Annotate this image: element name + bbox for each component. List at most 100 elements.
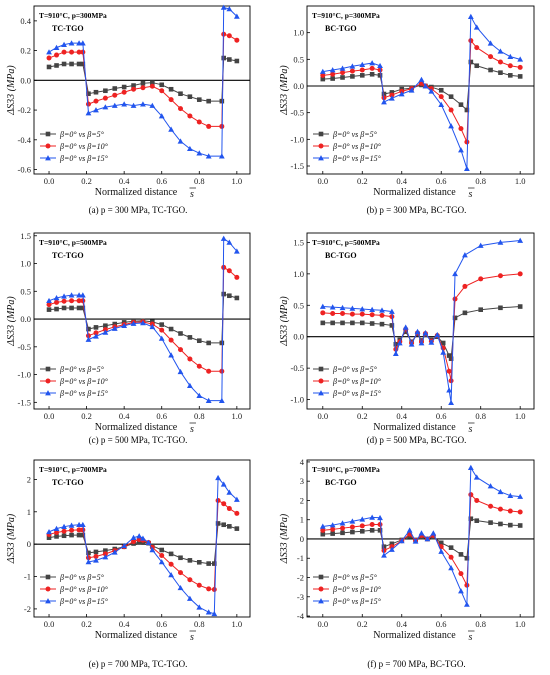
data-point bbox=[53, 525, 60, 531]
x-tick-label: 0.8 bbox=[194, 411, 205, 421]
y-tick-label: -1 bbox=[297, 553, 304, 563]
legend-marker bbox=[45, 586, 51, 592]
x-tick-label: 0.8 bbox=[475, 176, 486, 186]
data-point bbox=[102, 104, 109, 110]
y-tick-label: 2 bbox=[300, 495, 304, 505]
data-point bbox=[448, 107, 454, 113]
x-axis-label: Normalized distance bbox=[95, 630, 178, 641]
data-point bbox=[85, 559, 92, 565]
data-point bbox=[54, 52, 60, 58]
x-axis-label: Normalized distance bbox=[95, 187, 178, 198]
data-point bbox=[438, 548, 445, 554]
data-series bbox=[46, 31, 240, 129]
legend-entry: β=0° vs β=10° bbox=[40, 377, 109, 386]
panel-interface: TC-TGO bbox=[52, 24, 84, 33]
x-tick-label: 0.6 bbox=[156, 176, 167, 186]
x-variable: s bbox=[190, 424, 194, 435]
data-point bbox=[350, 74, 355, 79]
panel-caption: (b) p = 300 MPa, BC-TGO. bbox=[367, 205, 467, 215]
y-tick-label: 0.0 bbox=[293, 81, 304, 91]
data-point bbox=[319, 303, 326, 309]
legend-label: β=0° vs β=5° bbox=[59, 365, 105, 374]
data-point bbox=[462, 310, 468, 316]
x-tick-label: 0.6 bbox=[436, 176, 447, 186]
data-point bbox=[187, 558, 193, 563]
legend-label: β=0° vs β=15° bbox=[59, 597, 109, 606]
data-point bbox=[430, 530, 437, 536]
data-point bbox=[478, 307, 484, 312]
data-point bbox=[393, 341, 399, 347]
data-point bbox=[168, 561, 174, 567]
data-point bbox=[102, 329, 109, 335]
data-point bbox=[448, 378, 454, 384]
data-point bbox=[68, 40, 75, 46]
data-series bbox=[319, 464, 524, 607]
data-point bbox=[452, 270, 458, 277]
legend-marker bbox=[318, 586, 324, 592]
legend-label: β=0° vs β=15° bbox=[59, 389, 109, 398]
legend-entry: β=0° vs β=5° bbox=[40, 130, 105, 139]
data-point bbox=[377, 514, 383, 521]
data-point bbox=[111, 102, 118, 108]
panel-caption: (c) p = 500 MPa, TC-TGO. bbox=[89, 435, 188, 445]
y-tick-label: 1.0 bbox=[20, 259, 31, 269]
x-tick-label: 1.0 bbox=[232, 176, 243, 186]
data-point bbox=[196, 604, 203, 610]
plot-frame bbox=[33, 459, 251, 618]
data-point bbox=[379, 307, 385, 313]
data-point bbox=[46, 307, 52, 312]
data-series bbox=[46, 55, 240, 104]
y-tick-label: 0.2 bbox=[20, 46, 31, 56]
x-tick-label: 0.4 bbox=[396, 176, 407, 186]
data-point bbox=[76, 305, 82, 311]
data-point bbox=[464, 139, 470, 145]
data-point bbox=[438, 87, 444, 93]
y-tick-label: -1 bbox=[24, 572, 31, 582]
data-point bbox=[196, 582, 202, 588]
data-point bbox=[221, 522, 227, 528]
data-point bbox=[112, 86, 118, 91]
data-point bbox=[218, 397, 225, 403]
legend-marker bbox=[45, 366, 51, 372]
data-point bbox=[330, 526, 336, 532]
x-tick-label: 0.8 bbox=[194, 176, 205, 186]
data-point bbox=[69, 305, 74, 311]
data-point bbox=[159, 547, 165, 553]
data-point bbox=[206, 123, 212, 129]
data-point bbox=[462, 252, 468, 258]
data-point bbox=[234, 274, 240, 280]
data-point bbox=[177, 584, 184, 591]
data-point bbox=[227, 57, 232, 62]
y-tick-label: -1.0 bbox=[18, 370, 31, 380]
legend-entry: β=0° vs β=15° bbox=[40, 597, 109, 606]
legend-label: β=0° vs β=10° bbox=[59, 585, 109, 594]
data-point bbox=[226, 506, 232, 512]
data-point bbox=[463, 601, 470, 607]
data-point bbox=[448, 564, 454, 571]
data-point bbox=[440, 349, 447, 355]
data-point bbox=[168, 97, 174, 103]
data-point bbox=[446, 368, 452, 374]
data-point bbox=[61, 49, 67, 55]
data-point bbox=[487, 40, 494, 46]
data-point bbox=[69, 49, 75, 55]
legend-label: β=0° vs β=5° bbox=[332, 130, 378, 139]
data-series bbox=[319, 13, 524, 171]
legend-entry: β=0° vs β=10° bbox=[40, 585, 109, 594]
data-point bbox=[168, 86, 174, 92]
legend-label: β=0° vs β=5° bbox=[332, 573, 378, 582]
data-point bbox=[434, 331, 441, 338]
data-point bbox=[402, 324, 409, 330]
legend-marker bbox=[318, 155, 324, 161]
data-point bbox=[389, 90, 395, 95]
data-point bbox=[76, 532, 82, 538]
data-point bbox=[467, 13, 474, 19]
legend-entry: β=0° vs β=5° bbox=[40, 573, 105, 582]
legend-label: β=0° vs β=10° bbox=[332, 585, 382, 594]
data-point bbox=[69, 532, 74, 538]
chart-panel: 0.0 0.2 0.4 0.6 0.8 1.0 1.5 1.0 0.5 0.0 -0.5 -1.0 ΔS… bbox=[279, 232, 535, 445]
y-tick-label: 0.5 bbox=[293, 54, 304, 64]
data-point bbox=[474, 45, 480, 51]
data-point bbox=[61, 533, 67, 539]
data-point bbox=[186, 595, 193, 601]
